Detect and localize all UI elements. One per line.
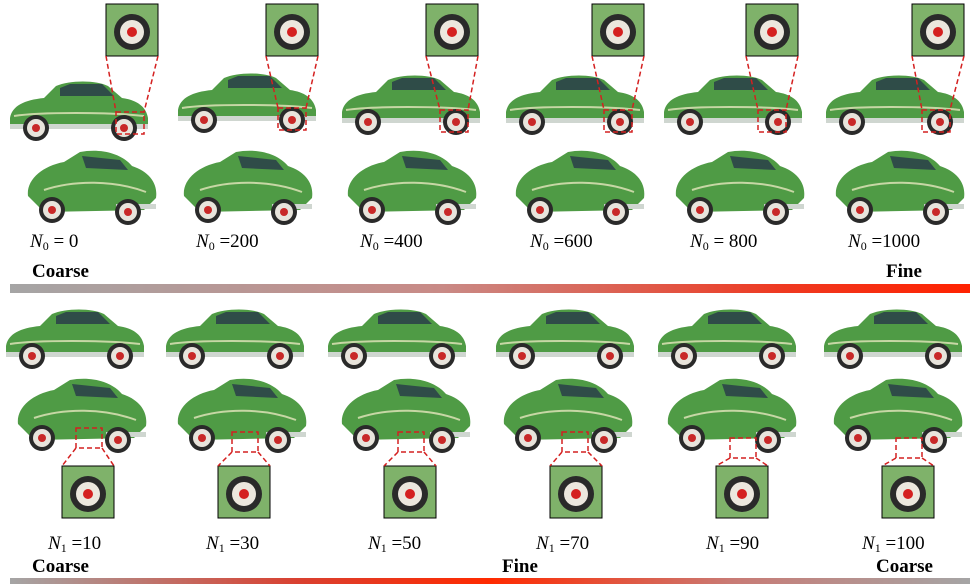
bottom-middle-word: Fine bbox=[502, 556, 538, 577]
top-label-5: N0 =1000 bbox=[848, 231, 921, 253]
top-zoom-guides bbox=[105, 55, 965, 135]
bottom-label-1: N1 =30 bbox=[206, 533, 260, 555]
top-label-3: N0 =600 bbox=[530, 231, 593, 253]
bottom-left-word: Coarse bbox=[32, 556, 89, 577]
bottom-zoom-insets bbox=[61, 465, 935, 519]
bottom-label-4: N1 =90 bbox=[706, 533, 760, 555]
bottom-label-3: N1 =70 bbox=[536, 533, 590, 555]
top-rear-views bbox=[28, 151, 964, 225]
bottom-rear-views bbox=[18, 379, 962, 453]
bottom-side-views bbox=[6, 310, 962, 370]
top-label-0: N0 = 0 bbox=[30, 231, 79, 253]
top-label-1: N0 =200 bbox=[196, 231, 259, 253]
top-zoom-insets bbox=[105, 3, 965, 57]
bottom-label-0: N1 =10 bbox=[48, 533, 102, 555]
bottom-label-5: N1 =100 bbox=[862, 533, 925, 555]
top-label-4: N0 = 800 bbox=[690, 231, 758, 253]
top-right-word: Fine bbox=[886, 261, 922, 282]
bottom-right-word: Coarse bbox=[876, 556, 933, 577]
top-side-views bbox=[10, 74, 964, 142]
coarse-fine-coarse-gradient-bar bbox=[10, 578, 970, 584]
top-left-word: Coarse bbox=[32, 261, 89, 282]
coarse-to-fine-gradient-bar bbox=[10, 284, 970, 293]
bottom-label-2: N1 =50 bbox=[368, 533, 422, 555]
top-label-2: N0 =400 bbox=[360, 231, 423, 253]
bottom-zoom-guides bbox=[61, 427, 935, 467]
